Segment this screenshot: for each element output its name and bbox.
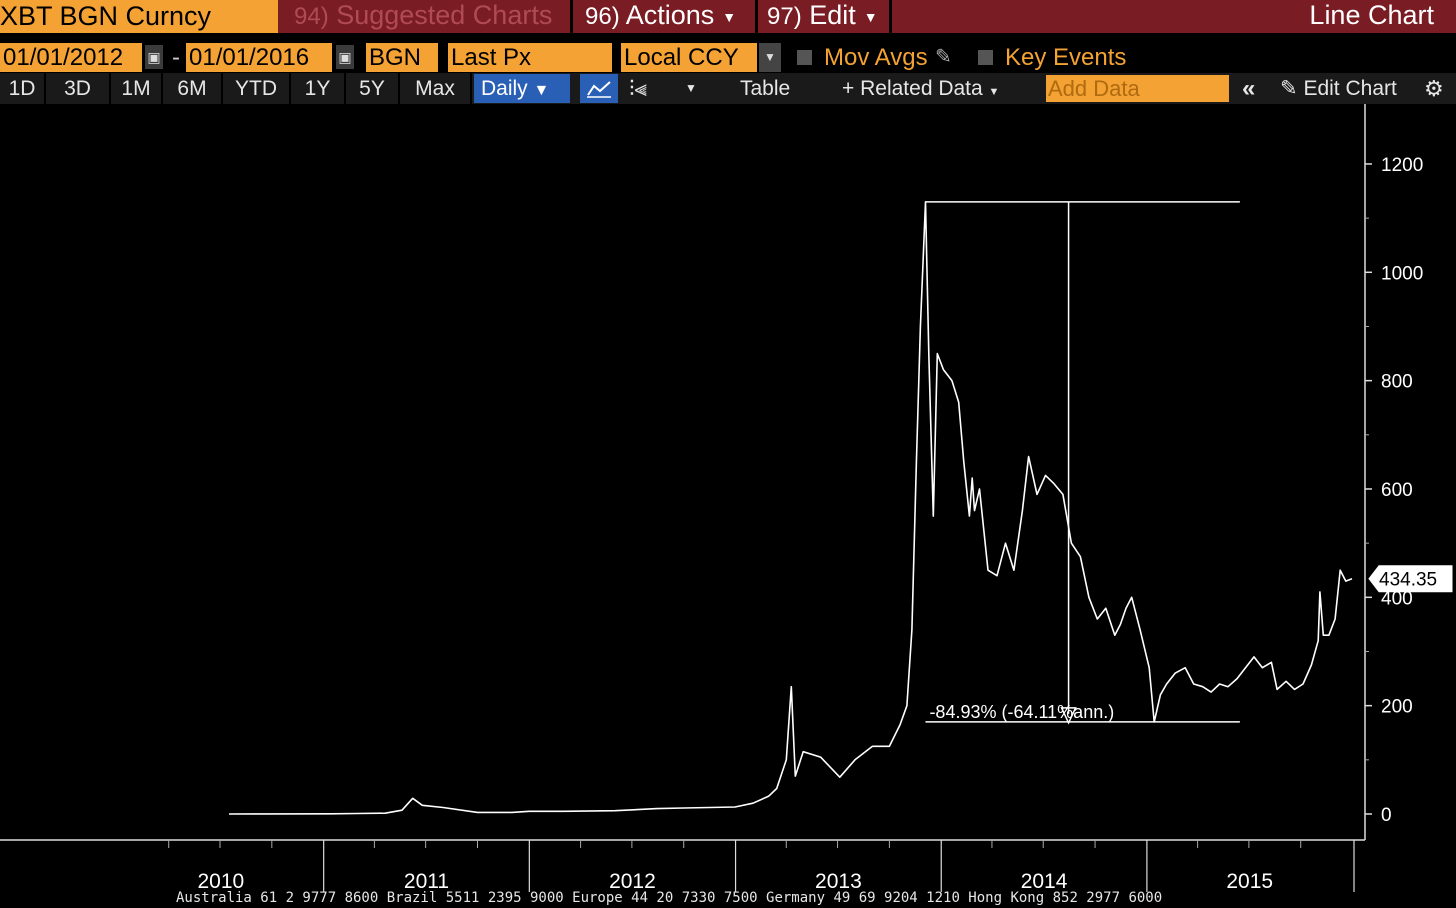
- caret-down-icon: ▼: [988, 86, 1000, 98]
- chevron-down-icon[interactable]: ▼: [759, 43, 781, 72]
- line-chart-button[interactable]: [580, 74, 618, 103]
- x-tick-label: 2010: [197, 870, 244, 893]
- edit-label: Edit: [809, 0, 856, 30]
- mov-avgs-label: Mov Avgs: [824, 44, 928, 71]
- x-tick-label: 2011: [404, 870, 449, 893]
- range-1y-button[interactable]: 1Y: [291, 73, 346, 104]
- y-tick-label: 600: [1381, 480, 1413, 501]
- x-tick-label: 2015: [1226, 870, 1273, 893]
- contact-phone-line: Australia 61 2 9777 8600 Brazil 5511 239…: [176, 890, 1163, 906]
- edit-chart-label: Edit Chart: [1303, 77, 1397, 100]
- mov-avgs-checkbox[interactable]: [797, 50, 812, 65]
- price-chart[interactable]: 0 200 400 600 800 1000 1200 2010 2011 2012 2013 201…: [0, 104, 1456, 908]
- y-tick-label: 200: [1381, 697, 1413, 718]
- y-tick-label: 0: [1381, 805, 1392, 826]
- date-separator: -: [172, 44, 180, 71]
- caret-down-icon: ▼: [722, 8, 737, 25]
- edit-chart-button[interactable]: ✎ Edit Chart: [1280, 73, 1397, 104]
- add-data-input[interactable]: Add Data: [1046, 75, 1229, 102]
- calendar-icon[interactable]: ▣: [336, 45, 354, 69]
- range-6m-button[interactable]: 6M: [163, 73, 223, 104]
- range-max-button[interactable]: Max: [400, 73, 472, 104]
- range-5y-button[interactable]: 5Y: [346, 73, 400, 104]
- triangle-down-icon: ▼: [533, 82, 550, 99]
- line-chart-icon: [587, 81, 611, 98]
- price-line: [228, 201, 1353, 815]
- ohlc-bars-icon[interactable]: ⫶⫷: [629, 76, 647, 101]
- related-data-label: Related Data: [860, 77, 983, 100]
- currency-select[interactable]: Local CCY: [621, 43, 757, 72]
- end-date-field[interactable]: 01/01/2016: [186, 43, 332, 72]
- source-field[interactable]: BGN: [366, 43, 438, 72]
- actions-menu[interactable]: 96) Actions ▼: [585, 0, 736, 33]
- divider: [570, 0, 573, 33]
- x-tick-label: 2013: [815, 870, 862, 893]
- pencil-icon[interactable]: ✎: [935, 46, 952, 68]
- annotation-label: -84.93% (-64.11%ann.): [929, 702, 1114, 722]
- plus-icon: +: [842, 77, 855, 100]
- chevron-down-icon[interactable]: ▼: [685, 81, 697, 95]
- y-tick-label: 400: [1381, 588, 1413, 609]
- key-events-label: Key Events: [1005, 44, 1127, 71]
- related-data-menu[interactable]: + Related Data ▼: [842, 73, 999, 104]
- x-tick-label: 2012: [609, 870, 656, 893]
- edit-menu[interactable]: 97) Edit ▼: [767, 0, 878, 33]
- actions-number: 96): [585, 3, 620, 30]
- y-tick-label: 800: [1381, 372, 1413, 393]
- annotation-arrow-icon: [1060, 707, 1077, 725]
- ticker-field[interactable]: XBT BGN Curncy: [0, 0, 278, 33]
- field-select[interactable]: Last Px: [448, 43, 612, 72]
- range-ytd-button[interactable]: YTD: [223, 73, 291, 104]
- start-date-field[interactable]: 01/01/2012: [0, 43, 142, 72]
- last-value-tag: [1368, 565, 1453, 593]
- key-events-checkbox[interactable]: [978, 50, 993, 65]
- caret-down-icon: ▼: [863, 8, 878, 25]
- divider: [755, 0, 758, 33]
- collapse-double-chevron-icon[interactable]: «: [1242, 75, 1256, 102]
- divider: [889, 0, 892, 33]
- suggested-charts-label: Suggested Charts: [336, 0, 553, 30]
- range-3d-button[interactable]: 3D: [46, 73, 111, 104]
- x-tick-label: 2014: [1021, 870, 1068, 893]
- range-1d-button[interactable]: 1D: [0, 73, 46, 104]
- period-label: Daily: [481, 77, 528, 100]
- table-button[interactable]: Table: [740, 77, 791, 100]
- y-tick-label: 1200: [1381, 155, 1423, 176]
- range-1m-button[interactable]: 1M: [111, 73, 163, 104]
- edit-number: 97): [767, 3, 802, 30]
- chart-type-label: Line Chart: [1309, 0, 1434, 30]
- y-tick-label: 1000: [1381, 263, 1423, 284]
- last-value-label: 434.35: [1379, 570, 1437, 591]
- period-dropdown[interactable]: Daily ▼: [474, 74, 570, 103]
- calendar-icon[interactable]: ▣: [145, 45, 163, 69]
- suggested-charts-menu[interactable]: 94) Suggested Charts: [294, 0, 552, 33]
- pencil-icon: ✎: [1280, 77, 1298, 100]
- ticker-label: XBT BGN Curncy: [0, 1, 212, 31]
- suggested-charts-number: 94): [294, 3, 329, 30]
- gear-icon[interactable]: ⚙: [1424, 76, 1444, 101]
- actions-label: Actions: [625, 0, 715, 30]
